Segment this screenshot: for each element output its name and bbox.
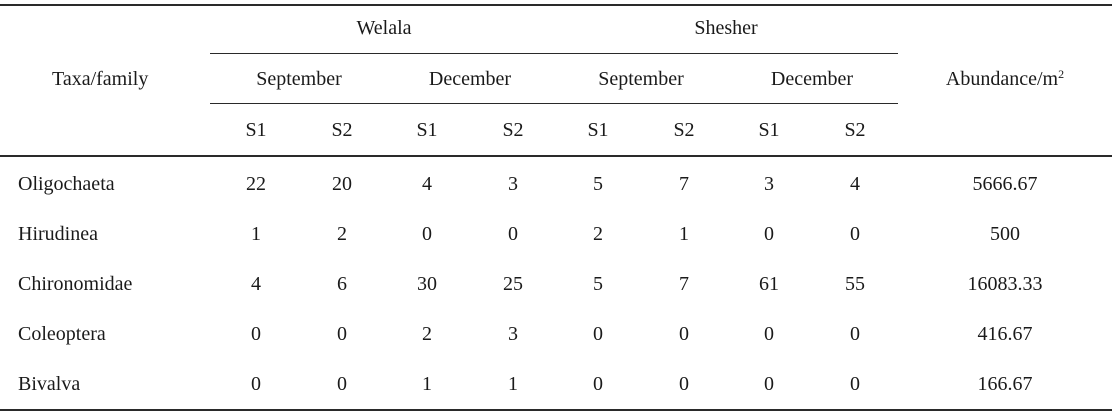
top-rule: [0, 4, 1112, 6]
count-cell: 2: [422, 323, 432, 345]
count-cell: 4: [422, 173, 432, 195]
count-cell: 25: [503, 273, 523, 295]
count-cell: 0: [850, 373, 860, 395]
sample-header: S2: [331, 119, 353, 141]
count-cell: 22: [246, 173, 266, 195]
month-header: September: [256, 68, 342, 90]
count-cell: 20: [332, 173, 352, 195]
abundance-header: Abundance/m2: [946, 67, 1064, 93]
month-underline: [210, 103, 898, 104]
count-cell: 1: [679, 223, 689, 245]
month-header: December: [770, 68, 854, 90]
sample-header: S1: [416, 119, 438, 141]
taxa-header: Taxa/family: [52, 68, 149, 90]
abundance-cell: 500: [990, 223, 1020, 245]
sample-header: S1: [587, 119, 609, 141]
month-header: September: [598, 68, 684, 90]
count-cell: 4: [850, 173, 860, 195]
count-cell: 7: [679, 273, 689, 295]
sample-header: S1: [245, 119, 267, 141]
taxon-name: Bivalva: [18, 373, 81, 395]
count-cell: 61: [759, 273, 779, 295]
count-cell: 1: [422, 373, 432, 395]
count-cell: 0: [337, 373, 347, 395]
count-cell: 0: [508, 223, 518, 245]
count-cell: 0: [251, 373, 261, 395]
abundance-unit-superscript: 2: [1058, 67, 1065, 81]
count-cell: 0: [764, 373, 774, 395]
count-cell: 0: [251, 323, 261, 345]
taxon-name: Hirudinea: [18, 223, 98, 245]
sample-header: S1: [758, 119, 780, 141]
header-bottom-rule: [0, 155, 1112, 157]
count-cell: 0: [422, 223, 432, 245]
count-cell: 6: [337, 273, 347, 295]
count-cell: 30: [417, 273, 437, 295]
count-cell: 2: [337, 223, 347, 245]
sample-header: S2: [844, 119, 866, 141]
count-cell: 2: [593, 223, 603, 245]
count-cell: 7: [679, 173, 689, 195]
site-header-shesher: Shesher: [694, 17, 758, 39]
sample-header: S2: [673, 119, 695, 141]
abundance-cell: 5666.67: [972, 173, 1038, 195]
count-cell: 5: [593, 173, 603, 195]
abundance-cell: 416.67: [977, 323, 1033, 345]
count-cell: 0: [850, 223, 860, 245]
month-header: December: [428, 68, 512, 90]
count-cell: 55: [845, 273, 865, 295]
count-cell: 5: [593, 273, 603, 295]
abundance-cell: 166.67: [977, 373, 1033, 395]
count-cell: 3: [764, 173, 774, 195]
count-cell: 0: [679, 373, 689, 395]
count-cell: 0: [764, 323, 774, 345]
count-cell: 3: [508, 173, 518, 195]
count-cell: 3: [508, 323, 518, 345]
count-cell: 1: [508, 373, 518, 395]
count-cell: 0: [593, 323, 603, 345]
bottom-rule: [0, 409, 1112, 411]
site-header-welala: Welala: [356, 17, 412, 39]
taxon-name: Oligochaeta: [18, 173, 115, 195]
count-cell: 0: [679, 323, 689, 345]
count-cell: 0: [764, 223, 774, 245]
taxon-name: Chironomidae: [18, 273, 133, 295]
count-cell: 0: [593, 373, 603, 395]
count-cell: 0: [337, 323, 347, 345]
sample-header: S2: [502, 119, 524, 141]
count-cell: 4: [251, 273, 261, 295]
site-underline: [210, 53, 898, 54]
abundance-cell: 16083.33: [967, 273, 1043, 295]
taxon-name: Coleoptera: [18, 323, 106, 345]
count-cell: 1: [251, 223, 261, 245]
count-cell: 0: [850, 323, 860, 345]
abundance-label: Abundance/m: [945, 68, 1059, 90]
